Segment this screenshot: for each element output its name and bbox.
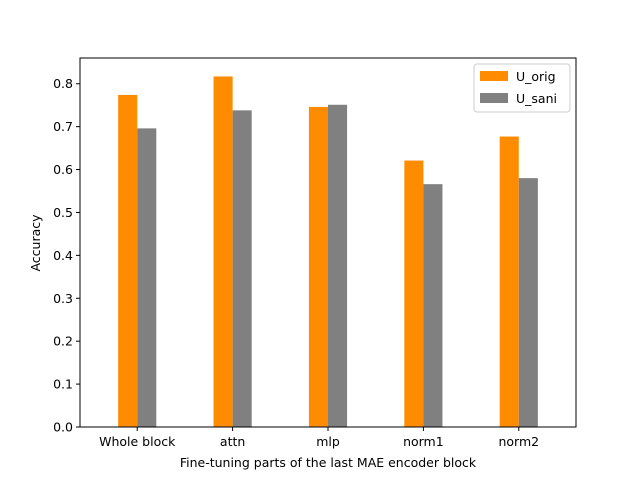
x-axis-label: Fine-tuning parts of the last MAE encode… (180, 455, 477, 470)
y-tick-label: 0.1 (53, 377, 73, 392)
legend-label-u-sani: U_sani (516, 91, 557, 106)
y-tick-label: 0.3 (53, 291, 73, 306)
bar-u-sani-3 (423, 184, 443, 427)
legend: U_orig U_sani (473, 63, 571, 113)
bar-u-orig-4 (499, 136, 519, 427)
x-tick-label: Whole block (99, 434, 176, 449)
legend-swatch-u-orig (480, 71, 508, 81)
bar-u-sani-4 (518, 178, 538, 427)
y-tick-label: 0.4 (53, 248, 73, 263)
x-tick-label: attn (220, 434, 245, 449)
bar-u-orig-3 (404, 160, 424, 428)
bar-u-sani-1 (232, 110, 252, 427)
y-tick-label: 0.8 (53, 76, 73, 91)
ticks-layer: 0.0 0.1 0.2 0.3 0.4 0.5 0.6 0.7 0.8 Whole block at… (53, 76, 539, 449)
bar-u-sani-2 (328, 104, 348, 428)
y-tick-label: 0.6 (53, 162, 73, 177)
y-tick-label: 0.5 (53, 205, 73, 220)
bars-layer (118, 76, 538, 428)
x-tick-label: mlp (316, 434, 340, 449)
bar-u-orig-2 (308, 106, 328, 427)
y-tick-label: 0.0 (53, 420, 73, 435)
y-tick-label: 0.2 (53, 334, 73, 349)
bar-u-orig-1 (213, 76, 233, 427)
y-tick-label: 0.7 (53, 119, 73, 134)
x-tick-label: norm2 (498, 434, 539, 449)
legend-label-u-orig: U_orig (516, 69, 556, 84)
bar-u-orig-0 (118, 94, 138, 428)
y-axis-label: Accuracy (28, 214, 43, 272)
legend-swatch-u-sani (480, 93, 508, 103)
x-tick-label: norm1 (403, 434, 444, 449)
bar-u-sani-0 (137, 128, 157, 427)
